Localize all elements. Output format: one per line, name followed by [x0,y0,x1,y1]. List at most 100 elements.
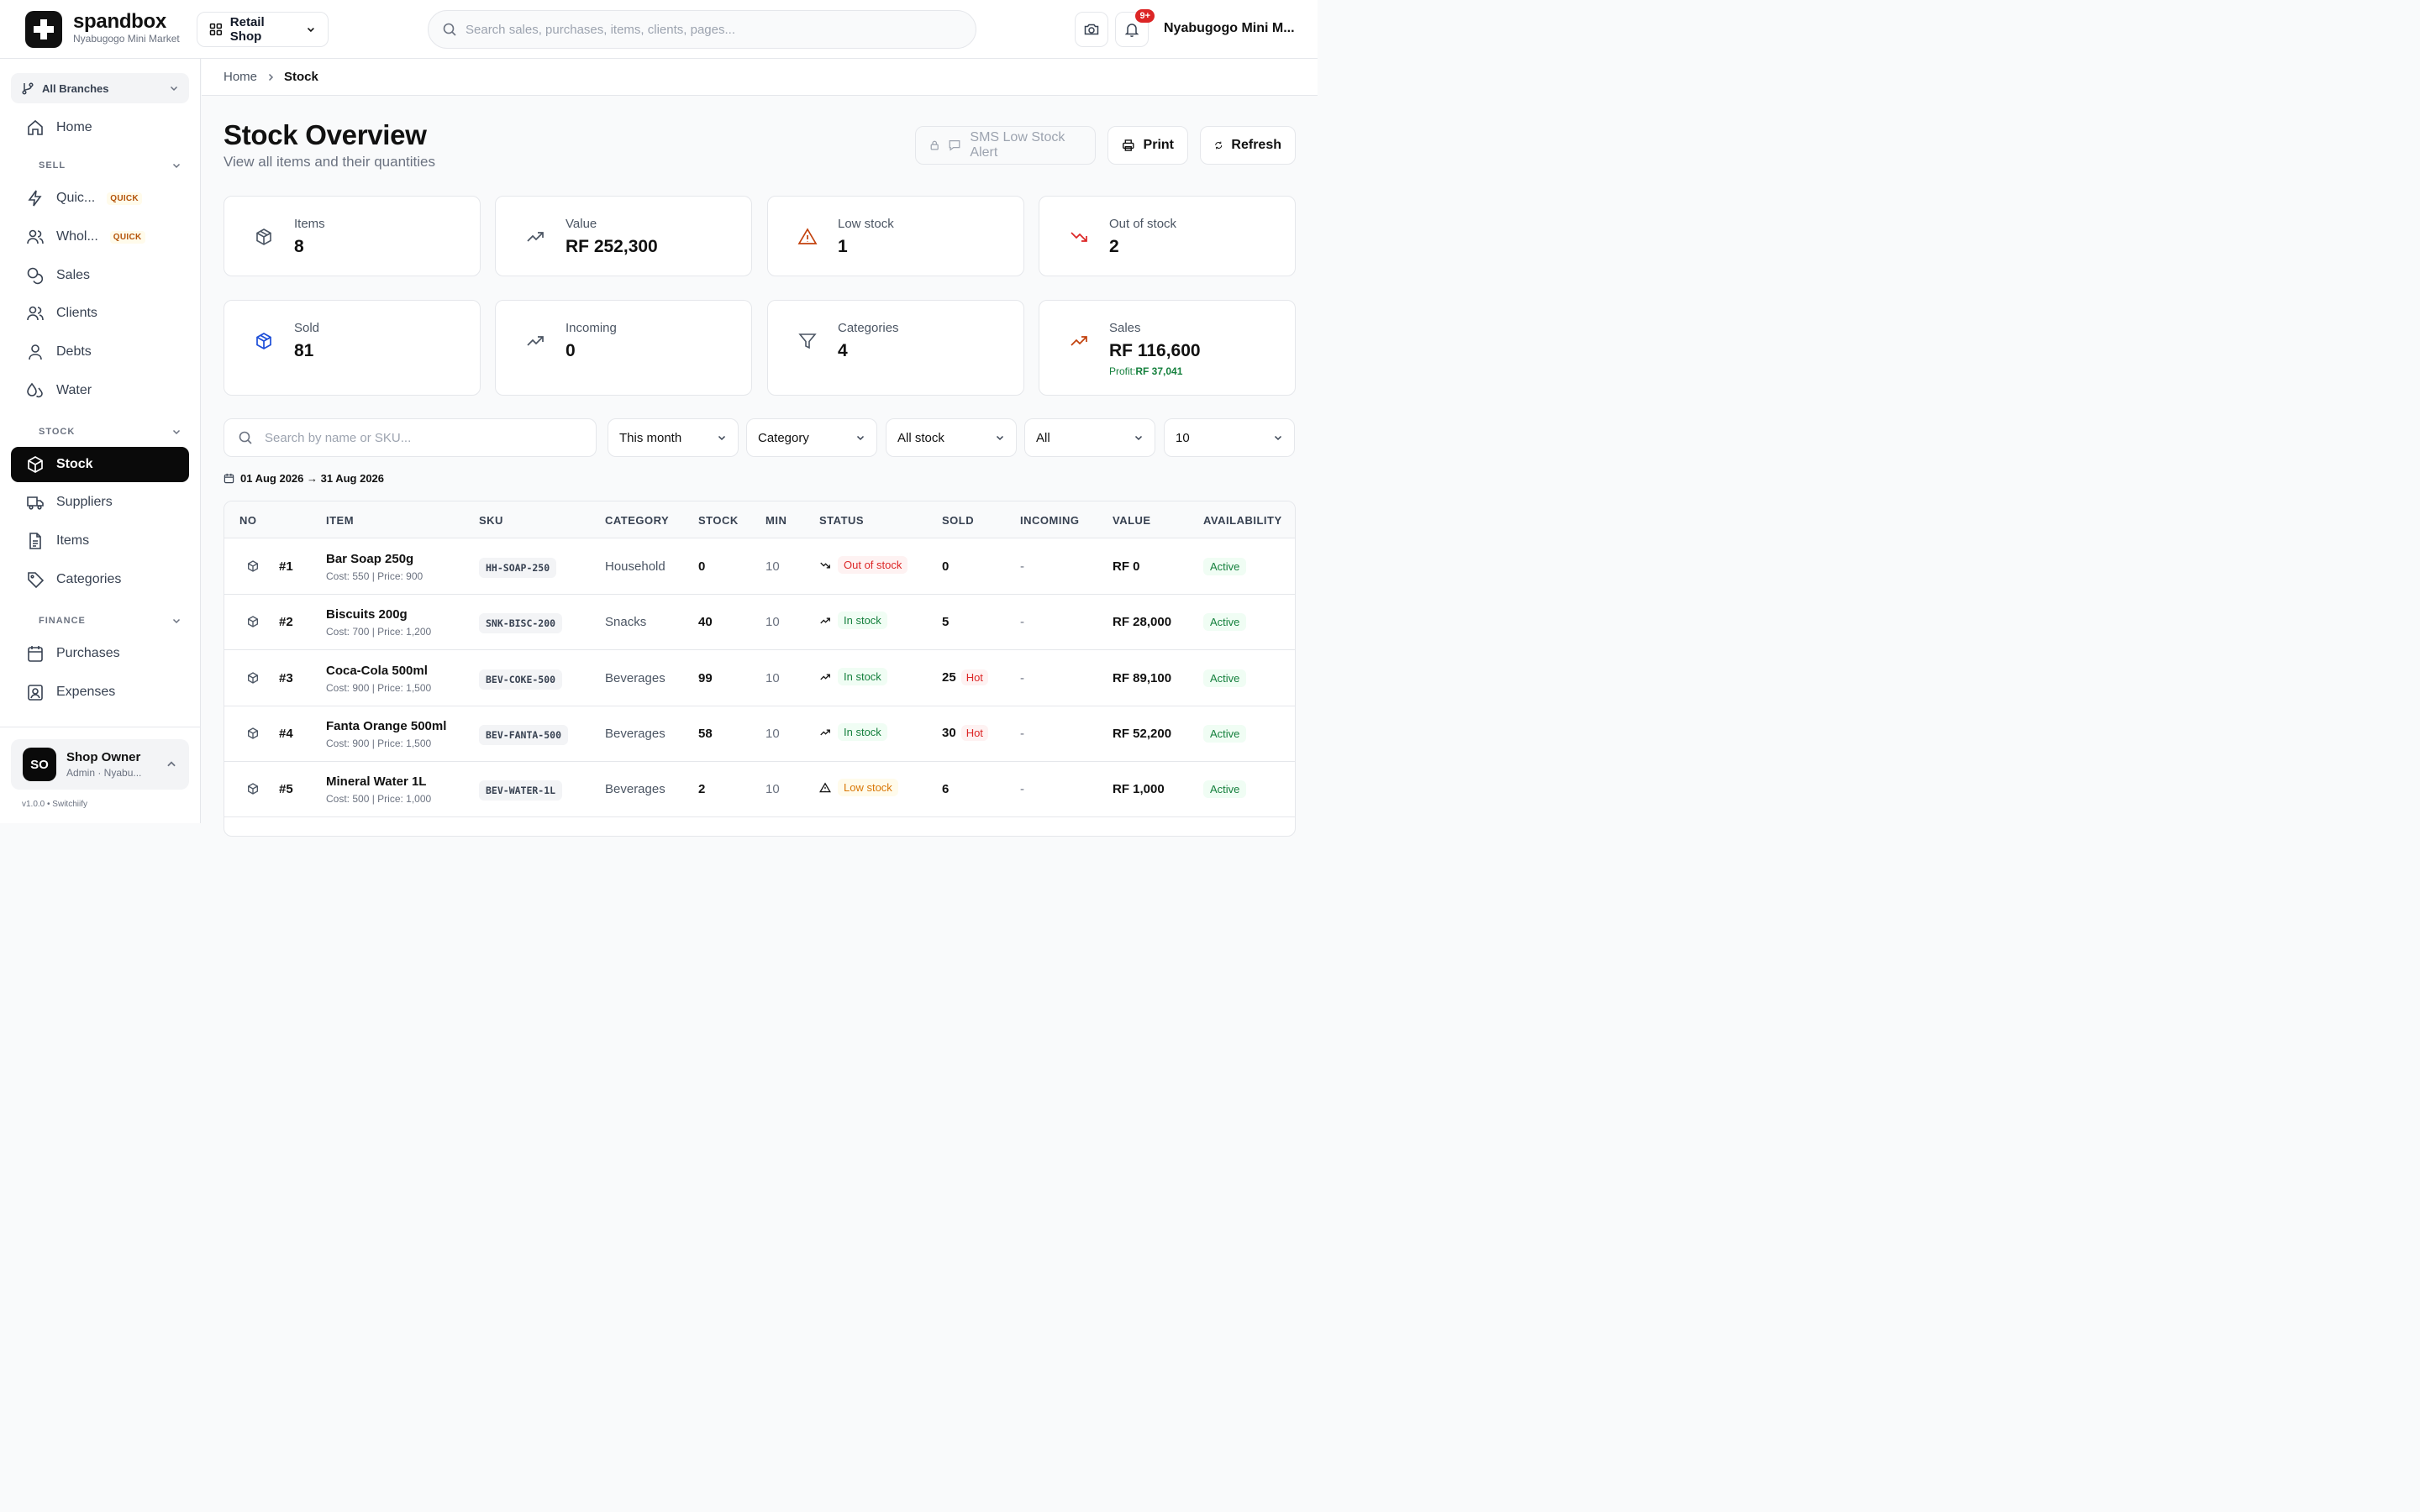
branch-selector[interactable]: All Branches [11,73,189,103]
sms-low-stock-alert-button[interactable]: SMS Low Stock Alert [915,126,1096,165]
nav-water[interactable]: Water [11,373,189,408]
column-header[interactable]: CATEGORY [605,514,670,527]
item-name: Bar Soap 250g [326,552,414,566]
item-cell: Coca-Cola 500ml Cost: 900 | Price: 1,500 [326,664,431,694]
trending-up-icon [820,617,830,623]
value-cell: RF 52,200 [1113,727,1172,741]
column-header[interactable]: SOLD [942,514,975,527]
stock-search-input[interactable] [265,430,567,445]
status-cell: Low stock [819,779,898,796]
users-icon [27,306,44,321]
section-stock[interactable]: STOCK [39,427,182,437]
category-cell: Beverages [605,671,666,685]
nav-wholesale[interactable]: Whol... QUICK [11,219,189,255]
shop-selector[interactable]: Retail Shop [197,12,329,47]
account-name[interactable]: Nyabugogo Mini M... [1164,21,1295,35]
table-row[interactable]: #2 Biscuits 200g Cost: 700 | Price: 1,20… [224,595,1295,650]
stock-level-select[interactable]: All stock [886,418,1017,457]
column-header[interactable]: AVAILABILITY [1203,514,1282,527]
stat-card-value: Value RF 252,300 [495,196,752,276]
table-row[interactable]: #4 Fanta Orange 500ml Cost: 900 | Price:… [224,706,1295,762]
nav-stock[interactable]: Stock [11,447,189,482]
incoming-cell: - [1020,671,1024,685]
logo[interactable] [25,11,62,48]
id-badge-icon [28,685,43,701]
notifications-button[interactable]: 9+ [1115,9,1155,47]
column-header[interactable]: STOCK [698,514,739,527]
sku-badge: SNK-BISC-200 [479,613,563,633]
row-number: #5 [279,782,293,796]
nav-suppliers[interactable]: Suppliers [11,485,189,520]
status-badge: In stock [838,612,887,629]
table-row[interactable]: #3 Coca-Cola 500ml Cost: 900 | Price: 1,… [224,651,1295,706]
nav-clients[interactable]: Clients [11,296,189,331]
chevron-down-icon [1274,435,1282,441]
status-select[interactable]: All [1024,418,1155,457]
nav-label: Purchases [56,646,120,660]
nav-label: Whol... [56,229,98,244]
section-sell[interactable]: SELL [39,160,182,171]
app-version: v1.0.0 • Switchiify [22,800,87,809]
category-select[interactable]: Category [746,418,877,457]
droplets-icon [27,382,43,398]
column-header[interactable]: ITEM [326,514,355,527]
column-header[interactable]: MIN [765,514,787,527]
nav-purchases[interactable]: Purchases [11,636,189,671]
nav-sales[interactable]: Sales [11,258,189,293]
column-header[interactable]: SKU [479,514,503,527]
trending-down-icon [820,562,830,569]
section-label: FINANCE [39,616,86,626]
stat-value: 8 [294,237,304,256]
sku-badge: HH-SOAP-250 [479,558,557,578]
nav-label: Clients [56,306,97,320]
brand-name: spandbox [73,10,166,33]
breadcrumb-home[interactable]: Home [224,70,258,84]
nav-categories[interactable]: Categories [11,562,189,597]
global-search-input[interactable] [466,22,936,37]
category-cell: Snacks [605,615,647,629]
global-search[interactable] [428,10,976,49]
nav-expenses[interactable]: Expenses [11,675,189,710]
printer-icon [1123,139,1134,151]
item-cost-price: Cost: 900 | Price: 1,500 [326,738,432,749]
profit-text: Profit:RF 37,041 [1109,365,1182,377]
nav-home[interactable]: Home [11,110,189,145]
section-finance[interactable]: FINANCE [39,616,182,626]
column-header[interactable]: NO [239,514,257,527]
column-header[interactable]: VALUE [1113,514,1151,527]
stat-label: Sold [294,321,320,335]
category-cell: Beverages [605,727,666,741]
print-button[interactable]: Print [1107,126,1188,165]
refresh-icon [1215,141,1223,150]
period-select[interactable]: This month [608,418,739,457]
warning-icon [819,781,831,792]
stock-search[interactable] [224,418,597,457]
column-header[interactable]: STATUS [819,514,865,527]
user-card[interactable]: SO Shop Owner Admin · Nyabu... [11,739,189,790]
nav-quick-sale[interactable]: Quic... QUICK [11,181,189,216]
chevron-down-icon [172,163,181,169]
stock-cell: 2 [698,782,706,796]
nav-label: Suppliers [56,495,113,509]
chevron-down-icon [172,429,181,435]
stat-label: Low stock [838,217,894,231]
select-value: All [1036,430,1050,445]
value-cell: RF 28,000 [1113,615,1172,629]
nav-debts[interactable]: Debts [11,334,189,370]
column-header[interactable]: INCOMING [1020,514,1080,527]
page-size-select[interactable]: 10 [1164,418,1295,457]
table-row[interactable]: #5 Mineral Water 1L Cost: 500 | Price: 1… [224,762,1295,817]
stat-card-sales: Sales RF 116,600 Profit:RF 37,041 [1039,300,1296,396]
nav-label: Stock [56,457,93,471]
availability-badge: Active [1203,558,1247,575]
camera-button[interactable] [1075,12,1108,47]
refresh-button[interactable]: Refresh [1200,126,1296,165]
table-row[interactable]: #1 Bar Soap 250g Cost: 550 | Price: 900 … [224,539,1295,595]
nav-items[interactable]: Items [11,523,189,559]
home-icon [28,119,43,135]
item-cell: Bar Soap 250g Cost: 550 | Price: 900 [326,552,423,582]
calendar-icon [224,473,234,484]
chevron-right-icon [268,73,274,81]
sold-cell: 6 [942,782,950,796]
value-cell: RF 89,100 [1113,671,1172,685]
